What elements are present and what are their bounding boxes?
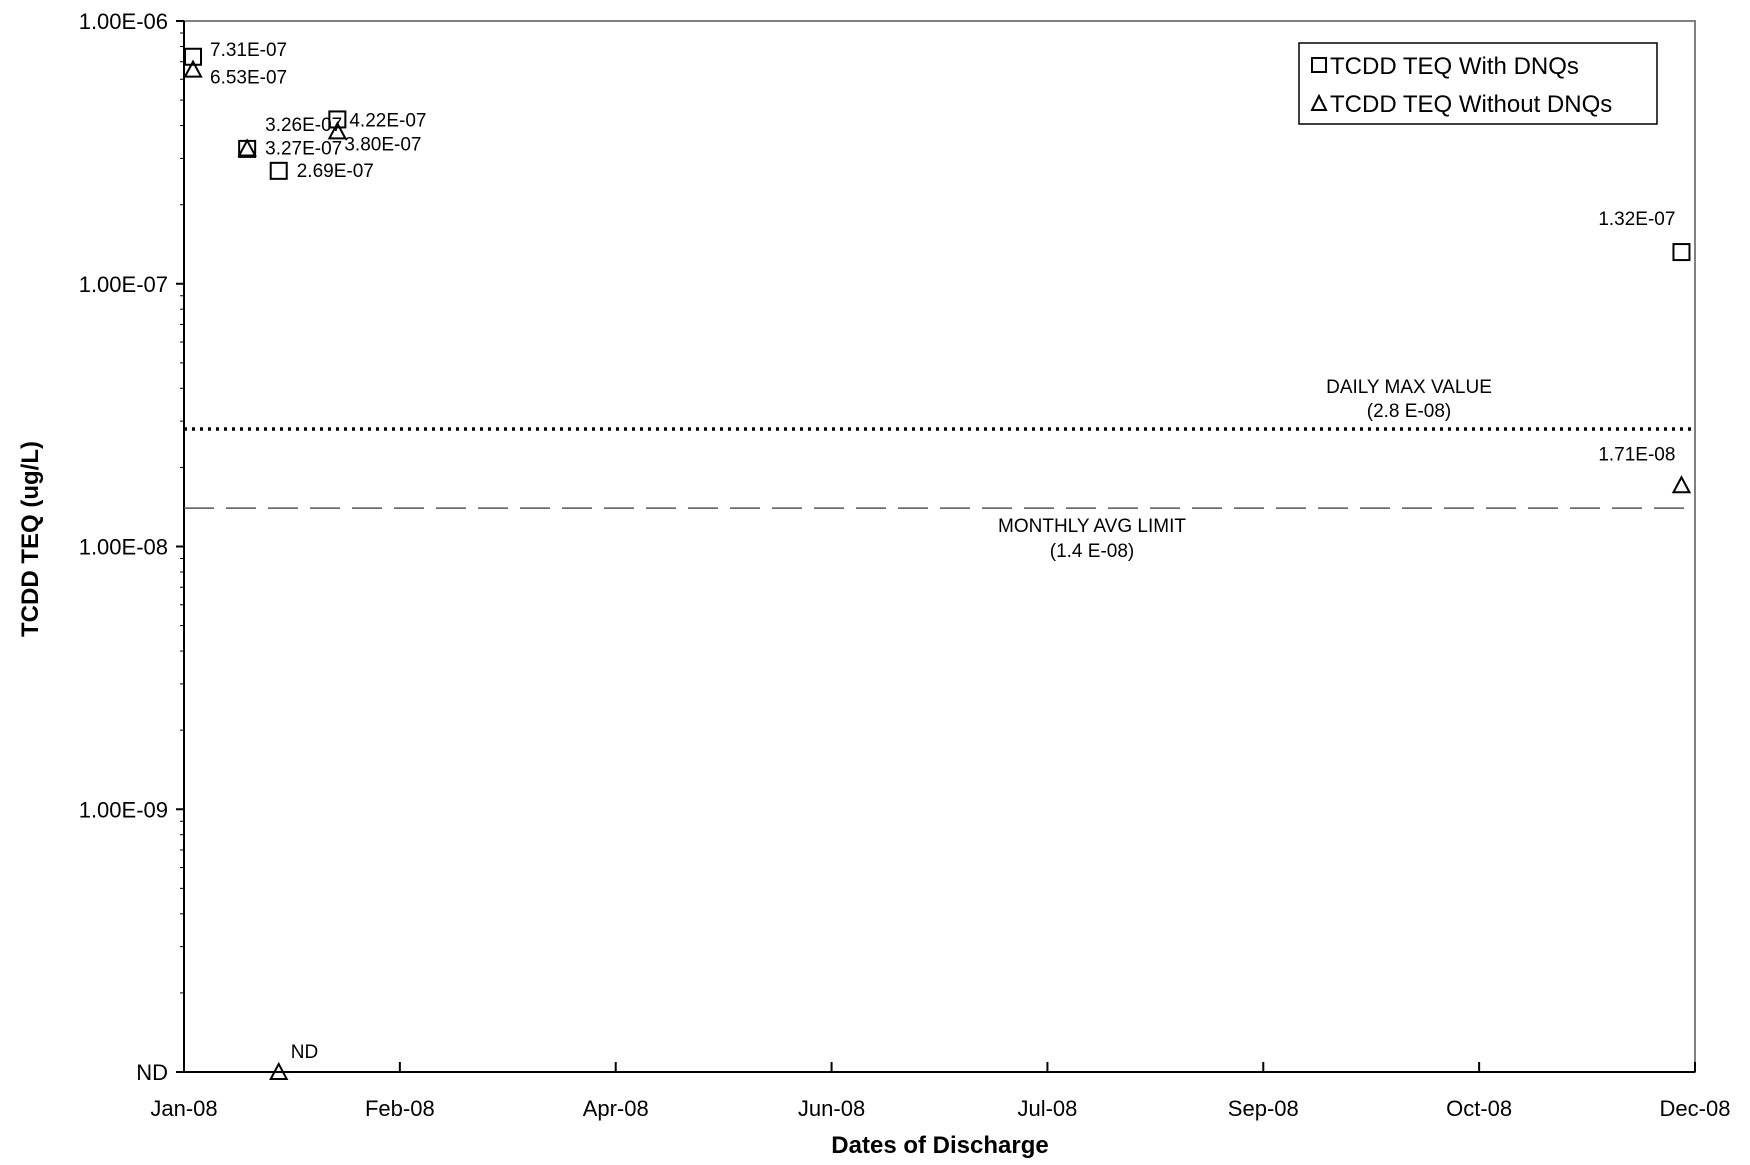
x-tick-label: Feb-08 bbox=[365, 1096, 435, 1121]
plot-frame bbox=[183, 20, 1696, 1073]
x-axis: Jan-08 Feb-08 Apr-08 Jun-08 Jul-08 Sep-08 Oct-… bbox=[150, 1062, 1730, 1121]
without-dnqs-point bbox=[327, 121, 348, 140]
without-dnqs-data-label: 3.27E-07 bbox=[265, 139, 342, 160]
daily-max-label: DAILY MAX VALUE bbox=[1326, 377, 1492, 398]
monthly-avg-value-label: (1.4 E-08) bbox=[1050, 541, 1134, 562]
without-dnqs-data-label: 6.53E-07 bbox=[210, 68, 287, 89]
daily-max-value-label: (2.8 E-08) bbox=[1367, 401, 1451, 422]
without-dnqs-data-label: ND bbox=[291, 1042, 318, 1063]
reference-lines: DAILY MAX VALUE (2.8 E-08) MONTHLY AVG LIM… bbox=[184, 377, 1695, 562]
x-tick-label: Sep-08 bbox=[1228, 1096, 1299, 1121]
without-dnqs-point bbox=[1671, 475, 1692, 494]
x-tick-label: Jul-08 bbox=[1017, 1096, 1077, 1121]
x-tick-label: Dec-08 bbox=[1660, 1096, 1731, 1121]
y-tick-label: 1.00E-09 bbox=[79, 797, 168, 822]
x-tick-label: Oct-08 bbox=[1446, 1096, 1512, 1121]
with-dnqs-data-label: 2.69E-07 bbox=[297, 161, 374, 182]
plot-area bbox=[183, 20, 1696, 1073]
legend: TCDD TEQ With DNQs TCDD TEQ Without DNQs bbox=[1298, 42, 1658, 125]
without-dnqs-data-label: 1.71E-08 bbox=[1598, 444, 1675, 465]
without-dnqs-point bbox=[269, 1061, 289, 1080]
y-tick-label: 1.00E-08 bbox=[79, 535, 168, 560]
without-dnqs-data-label: 3.80E-07 bbox=[344, 134, 421, 155]
legend-without-dnqs-label: TCDD TEQ Without DNQs bbox=[1330, 91, 1612, 118]
with-dnqs-data-label: 7.31E-07 bbox=[210, 40, 287, 61]
y-tick-label: ND bbox=[136, 1060, 168, 1085]
x-axis-title: Dates of Discharge bbox=[831, 1132, 1048, 1159]
with-dnqs-data-label: 1.32E-07 bbox=[1598, 209, 1675, 230]
with-dnqs-point bbox=[328, 110, 347, 129]
data-labels: 7.31E-07 3.26E-07 2.69E-07 4.22E-07 1.32E-07… bbox=[210, 40, 1675, 1063]
monthly-avg-label: MONTHLY AVG LIMIT bbox=[998, 516, 1186, 537]
legend-box bbox=[1298, 42, 1658, 125]
without-dnqs-point bbox=[183, 59, 203, 78]
with-dnqs-data-label: 4.22E-07 bbox=[349, 110, 426, 131]
x-tick-label: Apr-08 bbox=[583, 1096, 649, 1121]
data-markers bbox=[183, 47, 1692, 1080]
with-dnqs-point bbox=[184, 47, 203, 66]
legend-without-dnqs-marker bbox=[1310, 93, 1328, 111]
y-axis: ND 1.00E-09 1.00E-08 1.00E-07 1.00E-06 bbox=[79, 9, 184, 1085]
y-tick-label: 1.00E-07 bbox=[79, 272, 168, 297]
y-tick-label: 1.00E-06 bbox=[79, 9, 168, 34]
with-dnqs-point bbox=[269, 161, 288, 180]
with-dnqs-data-label: 3.26E-07 bbox=[265, 115, 342, 136]
y-axis-title: TCDD TEQ (ug/L) bbox=[17, 441, 44, 637]
x-tick-label: Jan-08 bbox=[150, 1096, 217, 1121]
legend-with-dnqs-label: TCDD TEQ With DNQs bbox=[1330, 53, 1579, 80]
with-dnqs-point bbox=[1672, 243, 1691, 262]
without-dnqs-point bbox=[237, 138, 257, 157]
legend-with-dnqs-marker bbox=[1311, 57, 1327, 73]
with-dnqs-point bbox=[238, 139, 257, 158]
x-tick-label: Jun-08 bbox=[798, 1096, 865, 1121]
